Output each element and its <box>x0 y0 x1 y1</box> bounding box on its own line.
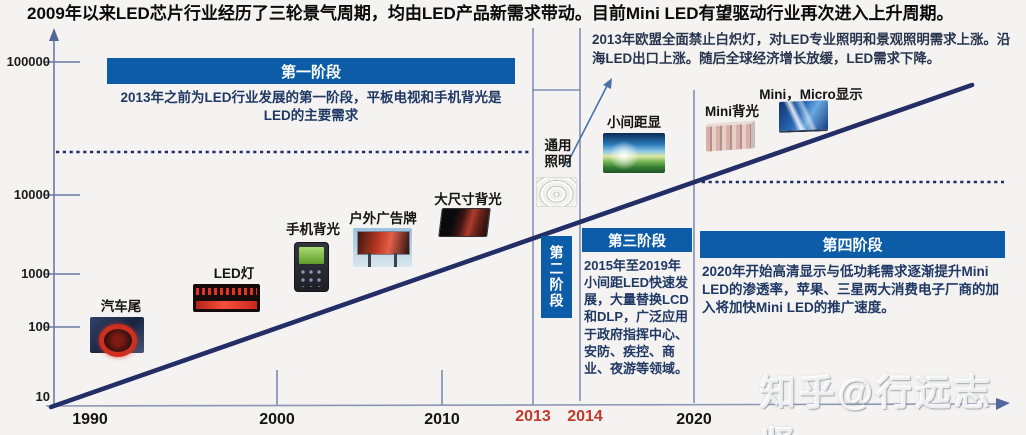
car-taillight-image <box>90 317 144 358</box>
annotation-arrow <box>565 83 609 167</box>
stage1-description: 2013年之前为LED行业发展的第一阶段，平板电视和手机背光是LED的主要需求 <box>120 90 502 123</box>
y-label-1000: 1000 <box>21 266 50 281</box>
stage3-header: 第三阶段 <box>582 228 692 252</box>
label-general-lighting: 通用照明 <box>544 138 572 169</box>
stage1-header: 第一阶段 <box>107 58 515 84</box>
trend-line <box>48 82 975 410</box>
led-sign-image <box>193 284 260 312</box>
small-pitch-display-image <box>603 133 665 173</box>
mini-backlight-image <box>706 120 755 152</box>
stage2-header: 第二阶段 <box>541 236 572 318</box>
label-mini-backlight: Mini背光 <box>705 104 759 119</box>
y-axis-arrow-icon <box>49 28 59 41</box>
stage4-description: 2020年开始高清显示与低功耗需求逐渐提升Mini LED的渗透率，苹果、三星两… <box>702 264 999 315</box>
y-label-100: 100 <box>28 319 50 334</box>
y-label-100000: 100000 <box>6 54 50 69</box>
label-phone-backlight: 手机背光 <box>286 222 340 237</box>
stage4-header: 第四阶段 <box>700 231 1005 258</box>
x-label-1990: 1990 <box>72 411 108 428</box>
cfl-lamp-image <box>536 177 577 207</box>
mini-micro-display-image <box>779 100 828 133</box>
x-label-2014: 2014 <box>567 408 603 425</box>
annotation-arrow-head-icon <box>603 78 612 89</box>
label-car-taillight: 汽车尾 <box>100 299 142 314</box>
phone-screen <box>298 246 325 265</box>
x-label-2020: 2020 <box>676 411 712 428</box>
chart-title: 2009年以来LED芯片行业经历了三轮景气周期，均由LED产品新需求带动。目前M… <box>27 4 954 23</box>
label-small-pitch-display: 小间距显 <box>607 115 661 130</box>
zhihu-watermark: 知乎@行远志坚 <box>760 372 994 435</box>
x-axis-arrow-icon <box>996 398 1010 410</box>
large-tv-image <box>438 208 491 237</box>
label-led-lamp: LED灯 <box>213 266 255 281</box>
x-axis <box>45 403 999 407</box>
stage3-description: 2015年至2019年小间距LED快速发展，大量替换LCD和DLP，广泛应用于政… <box>584 258 689 376</box>
billboard-image <box>353 228 412 267</box>
y-label-10: 10 <box>35 389 50 404</box>
led-dot-row <box>196 287 257 295</box>
billboard-panel <box>357 231 410 255</box>
label-mini-micro-display: Mini，Micro显示 <box>759 87 863 102</box>
x-label-2010: 2010 <box>424 411 460 428</box>
x-label-2013: 2013 <box>515 408 551 425</box>
phone-keypad <box>298 267 325 288</box>
x-label-2000: 2000 <box>259 411 295 428</box>
billboard-leg <box>393 252 397 267</box>
label-large-backlight: 大尺寸背光 <box>434 192 502 207</box>
mobile-phone-image <box>294 242 329 292</box>
label-outdoor-billboard: 户外广告牌 <box>349 211 417 226</box>
eu-ban-annotation: 2013年欧盟全面禁止白炽灯，对LED专业照明和景观照明需求上涨。沿海LED出口… <box>592 32 1011 66</box>
led-bar-row <box>195 301 258 310</box>
y-label-10000: 10000 <box>13 187 50 202</box>
taillight-ring-icon <box>98 324 137 358</box>
billboard-leg <box>368 252 372 267</box>
